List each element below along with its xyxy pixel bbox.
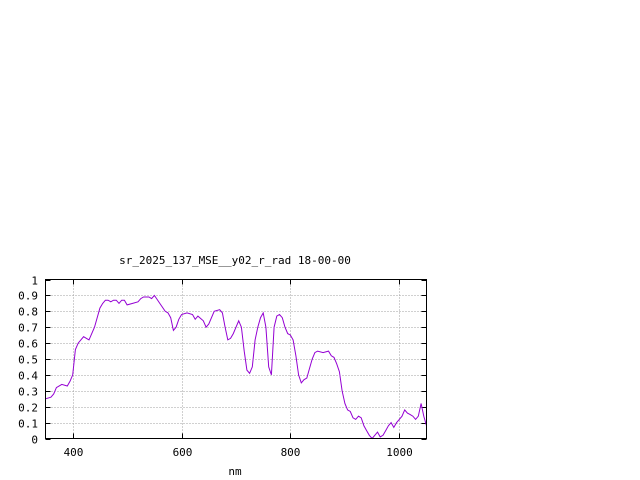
y-tick-label: 0.5 [18,354,38,367]
series-line-0 [45,294,427,440]
grid [45,279,427,439]
plot-frame [45,279,427,439]
y-axis: 0 0.1 0.2 0.3 0.4 0.5 0.6 0.7 0.8 0.9 1 [18,275,427,447]
x-tick-label: 800 [281,446,301,459]
y-tick-label: 0.4 [18,370,38,383]
chart-title: sr_2025_137_MSE__y02_r_rad 18-00-00 [119,254,351,267]
series-layer [45,294,427,440]
y-tick-label: 0 [31,434,38,447]
y-tick-label: 0.6 [18,338,38,351]
y-tick-label: 1 [31,275,38,288]
x-axis: 400 600 800 1000 [64,279,413,459]
x-tick-label: 600 [173,446,193,459]
y-tick-label: 0.3 [18,386,38,399]
x-tick-label: 400 [64,446,84,459]
y-tick-label: 0.2 [18,402,38,415]
x-axis-label: nm [228,465,242,478]
y-tick-label: 0.1 [18,418,38,431]
y-tick-label: 0.9 [18,290,38,303]
y-tick-label: 0.7 [18,322,38,335]
x-tick-label: 1000 [386,446,413,459]
y-tick-label: 0.8 [18,306,38,319]
